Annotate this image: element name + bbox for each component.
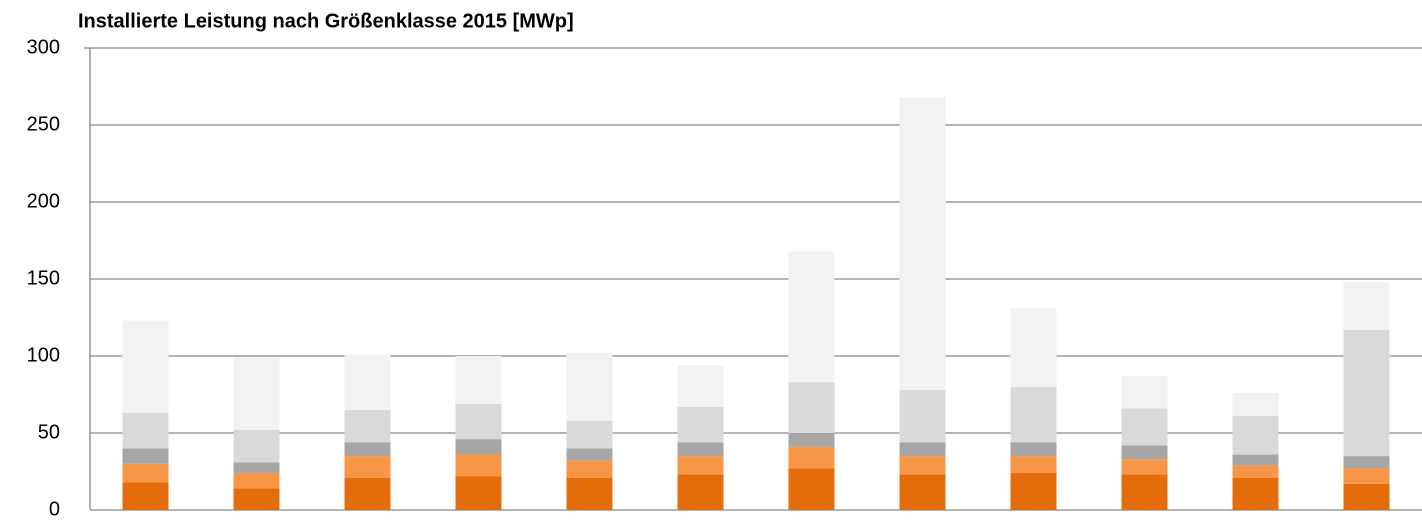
bar-segment (1121, 474, 1168, 510)
bar-segment (788, 468, 835, 510)
bar-segment (1010, 386, 1057, 443)
bar-segment (677, 474, 724, 510)
bar-segment (1343, 282, 1390, 330)
bar-segment (1121, 376, 1168, 409)
bar-segment (899, 97, 946, 390)
bar-segment (122, 412, 169, 449)
y-tick-label: 200 (27, 190, 60, 212)
bar-segment (899, 456, 946, 475)
bar-segment (455, 403, 502, 440)
bar-segment (1121, 459, 1168, 475)
bar-segment (122, 448, 169, 464)
bar-segment (455, 476, 502, 510)
bar-segment (1343, 483, 1390, 510)
bar-segment (899, 474, 946, 510)
bar-segment (677, 406, 724, 443)
bar-segment (1121, 408, 1168, 446)
bar-segment (1232, 392, 1279, 417)
bar-segment (788, 446, 835, 469)
y-tick-label: 300 (27, 36, 60, 58)
bar-segment (233, 473, 280, 489)
bar-segment (1343, 468, 1390, 484)
bar-segment (1232, 416, 1279, 455)
bar-segment (1232, 465, 1279, 478)
bar-segment (344, 477, 391, 510)
bar-segment (344, 442, 391, 457)
bar-segment (677, 365, 724, 407)
bar-segment (566, 420, 613, 449)
bar-segment (1010, 308, 1057, 387)
bar-segment (1232, 454, 1279, 466)
bar-segment (899, 442, 946, 457)
bar-segment (344, 409, 391, 443)
chart-title: Installierte Leistung nach Größenklasse … (78, 10, 574, 32)
bar-segment (566, 448, 613, 461)
bar-segment (233, 462, 280, 474)
bar-segment (344, 354, 391, 410)
bar-segment (344, 456, 391, 478)
bar-segment (1343, 456, 1390, 469)
bar-segment (1010, 473, 1057, 510)
y-tick-label: 50 (38, 421, 60, 443)
bar-segment (788, 251, 835, 383)
bar-segment (455, 439, 502, 455)
bar-segment (122, 482, 169, 510)
bar-segment (1010, 456, 1057, 474)
bar-segment (677, 442, 724, 457)
bar-segment (122, 463, 169, 483)
bar-segment (233, 488, 280, 510)
bar-segment (1343, 329, 1390, 457)
bar-segment (455, 356, 502, 404)
bar-segment (233, 429, 280, 463)
bar-segment (677, 456, 724, 475)
bar-segment (1121, 445, 1168, 460)
y-tick-label: 100 (27, 344, 60, 366)
bar-segment (899, 389, 946, 443)
bar-segment (122, 320, 169, 413)
bar-segment (788, 433, 835, 447)
y-tick-label: 150 (27, 267, 60, 289)
bar-segment (566, 460, 613, 478)
y-tick-label: 0 (49, 498, 60, 520)
bar-segment (233, 357, 280, 430)
y-tick-label: 250 (27, 113, 60, 135)
bar-segment (566, 352, 613, 421)
bar-segment (788, 382, 835, 433)
bar-segment (566, 477, 613, 510)
bar-segment (1010, 442, 1057, 457)
bar-segment (1232, 477, 1279, 510)
bar-segment (455, 454, 502, 477)
